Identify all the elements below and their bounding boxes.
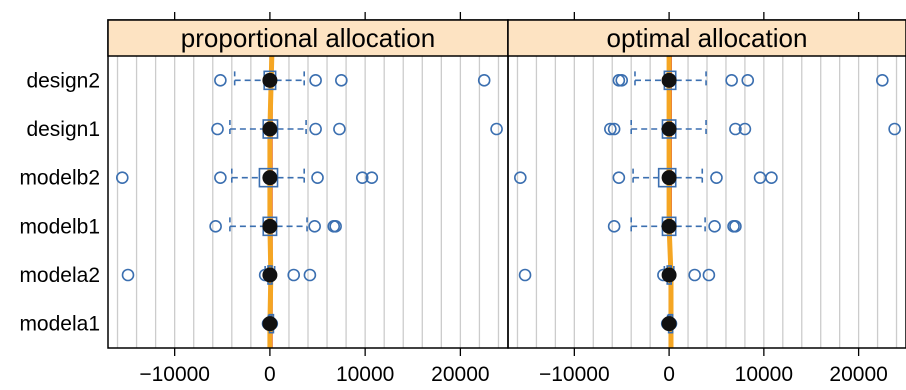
outlier-point — [729, 122, 742, 136]
outlier-point — [708, 220, 721, 233]
outlier-point — [738, 122, 752, 136]
x-tick-label: 10000 — [336, 363, 394, 386]
outlier-point — [490, 122, 503, 136]
median-dot — [262, 267, 278, 283]
outlier-point — [876, 74, 889, 87]
outlier-point — [607, 220, 621, 233]
median-dot — [661, 121, 677, 137]
median-dot — [661, 267, 677, 283]
panel-title: proportional allocation — [181, 23, 435, 53]
panel-strip — [107, 19, 509, 57]
x-tick-label: 20000 — [829, 363, 887, 386]
outlier-point — [612, 171, 626, 184]
x-tick-label: 0 — [663, 363, 675, 386]
outlier-point — [725, 74, 738, 87]
outlier-point — [309, 74, 322, 87]
outlier-point — [333, 122, 346, 136]
outlier-point — [121, 268, 135, 282]
panel-strip — [507, 19, 906, 57]
outlier-point — [702, 268, 716, 282]
median-dot — [262, 121, 278, 137]
outlier-point — [607, 122, 621, 136]
outlier-point — [477, 74, 491, 87]
panel-2: optimal allocation −10000 0 10000 20000 — [507, 12, 906, 386]
outlier-point — [729, 220, 742, 233]
outlier-point — [688, 268, 701, 282]
outlier-point — [615, 74, 629, 87]
panel-title: optimal allocation — [607, 23, 808, 53]
outlier-point — [518, 268, 532, 282]
outlier-point — [335, 74, 348, 87]
x-tick-label: −10000 — [539, 363, 610, 386]
outlier-point — [888, 122, 901, 136]
median-dot — [262, 72, 278, 88]
outlier-point — [741, 74, 755, 87]
outlier-point — [604, 122, 617, 136]
mean-trace — [666, 56, 674, 348]
outlier-point — [308, 220, 321, 233]
outlier-point — [309, 122, 322, 136]
outlier-point — [211, 122, 224, 136]
box — [258, 167, 279, 188]
median-dot — [661, 316, 677, 332]
outlier-point — [287, 268, 301, 282]
median-dot — [262, 170, 278, 186]
outlier-point — [303, 268, 317, 282]
outlier-point — [115, 171, 129, 184]
outlier-point — [365, 171, 379, 184]
panel-1: proportional allocation −10000 0 10000 20000 — [107, 12, 509, 386]
category-label-modela1: modela1 — [19, 313, 100, 336]
outlier-point — [311, 171, 324, 184]
mean-trace — [267, 55, 275, 348]
x-tick-label: 10000 — [735, 363, 793, 386]
category-label-modela2: modela2 — [19, 264, 100, 287]
outlier-point — [209, 220, 222, 233]
median-dot — [262, 316, 278, 332]
category-label-modelb1: modelb1 — [19, 215, 100, 238]
outlier-point — [765, 171, 778, 184]
outlier-point — [710, 171, 723, 184]
outlier-point — [214, 74, 227, 87]
x-tick-label: 0 — [264, 363, 276, 386]
outlier-point — [514, 171, 527, 184]
median-dot — [262, 218, 278, 234]
median-dot — [661, 218, 677, 234]
category-label-design2: design2 — [26, 69, 100, 92]
outlier-point — [355, 171, 369, 184]
outlier-point — [214, 171, 227, 184]
category-label-modelb2: modelb2 — [19, 167, 100, 190]
median-dot — [661, 72, 677, 88]
x-tick-label: 20000 — [431, 363, 489, 386]
outlier-point — [329, 220, 342, 233]
median-dot — [661, 170, 677, 186]
x-tick-label: −10000 — [139, 363, 210, 386]
category-label-design1: design1 — [26, 118, 100, 141]
